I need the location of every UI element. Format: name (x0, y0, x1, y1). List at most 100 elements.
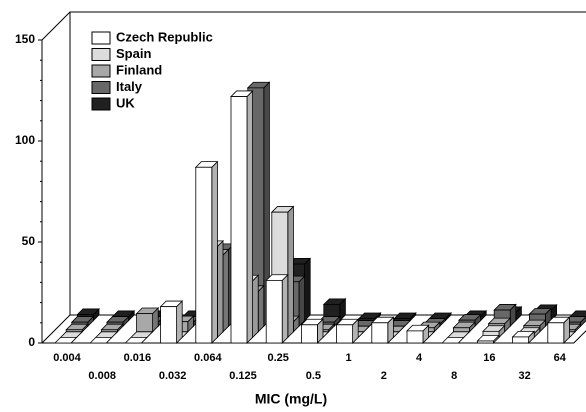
x-tick-label: 0.125 (229, 370, 257, 382)
bar (452, 327, 470, 333)
bar (160, 306, 178, 344)
bar-side-shade (299, 276, 305, 327)
bar-side-shade (475, 314, 481, 327)
legend-swatch (91, 48, 111, 61)
bar-side-shade (258, 285, 264, 332)
bar (230, 96, 248, 344)
y-tick-label: 50 (22, 234, 36, 248)
bar-group (370, 316, 395, 344)
bar-group (159, 300, 184, 344)
legend-label: Finland (116, 62, 162, 77)
bar (195, 166, 213, 344)
bar-top (124, 336, 148, 344)
bar-group (65, 323, 89, 333)
legend-label: Spain (116, 46, 151, 61)
bar (512, 336, 529, 344)
bar-side-shade (469, 322, 475, 332)
x-tick-label: 16 (483, 352, 495, 364)
bar-group (194, 160, 219, 344)
bar-side-shade (480, 310, 487, 321)
legend-swatch (91, 64, 111, 78)
bar-group (135, 307, 160, 333)
x-tick-label: 0.004 (53, 352, 81, 364)
legend-label: Czech Republic (116, 29, 213, 44)
bar-top (441, 336, 465, 344)
bar-side-shade (317, 319, 323, 343)
bar-side-shade (93, 308, 99, 321)
bar (547, 322, 565, 344)
bar-side-shade (563, 317, 570, 343)
x-tick-label: 0.016 (124, 352, 152, 364)
x-tick-label: 4 (416, 352, 423, 364)
bar-side-shade (287, 206, 294, 338)
y-axis-depth (41, 11, 71, 41)
bar-side-shade (211, 161, 218, 343)
bar-group (452, 321, 476, 333)
bar-side-shade (339, 298, 346, 321)
bar-side-shade (504, 318, 511, 332)
x-tick-label: 2 (381, 370, 387, 382)
x-tick-label: 0.25 (267, 352, 288, 364)
bar-side-shade (499, 325, 505, 338)
bar-side-shade (176, 301, 183, 343)
bar-side-shade (528, 331, 535, 343)
y-tick-label: 0 (28, 335, 35, 349)
bar-side-shade (187, 316, 194, 332)
x-tick-label: 0.032 (159, 370, 187, 382)
bar-group (476, 334, 500, 344)
bar-group (482, 324, 506, 339)
legend-swatch (91, 81, 111, 94)
bar-side-shade (352, 319, 359, 343)
bar-side-shade (223, 249, 229, 332)
bar (336, 324, 354, 344)
x-tick-label: 64 (554, 352, 567, 364)
legend-label: Italy (116, 79, 143, 94)
bar-top (89, 336, 113, 344)
bar-group (546, 316, 571, 344)
bar-side-shade (282, 274, 288, 343)
bar-side-shade (247, 90, 253, 344)
bar-side-shade (152, 308, 159, 332)
legend-swatch (91, 97, 111, 111)
x-tick-label: 0.064 (194, 352, 222, 364)
bar-group (100, 323, 124, 333)
bar-group (335, 318, 360, 344)
bar (265, 279, 283, 344)
bar-group (230, 89, 254, 344)
bar-side-shade (387, 317, 394, 343)
bar-group (300, 318, 324, 344)
x-tick-label: 1 (346, 352, 352, 364)
y-tick-label: 100 (15, 133, 35, 147)
bar-group (393, 312, 417, 322)
bar-side-shade (128, 310, 135, 321)
x-tick-label: 32 (518, 370, 530, 382)
bar-side-shade (580, 316, 586, 327)
bar-side-shade (217, 240, 223, 338)
bar-group (124, 336, 148, 344)
bar-side-shade (304, 258, 311, 321)
bar-side-shade (510, 304, 516, 327)
y-tick-label: 150 (15, 32, 35, 46)
bar (300, 324, 318, 344)
legend-swatch (91, 31, 111, 45)
bar-side-shade (87, 316, 94, 327)
bar (136, 313, 154, 333)
bar-side-shade (515, 306, 522, 321)
bar-group (89, 336, 113, 344)
bar-side-shade (263, 82, 270, 327)
bar-group (511, 330, 536, 344)
bar-side-shade (551, 304, 557, 321)
bar-group (54, 336, 78, 344)
legend-label: UK (116, 95, 135, 110)
bar-side-shade (434, 322, 440, 332)
bar-side-shade (334, 316, 340, 327)
x-tick-label: 0.008 (88, 370, 116, 382)
x-axis-title: MIC (mg/L) (255, 391, 327, 407)
bar-group (441, 336, 465, 344)
bar-top (54, 336, 78, 344)
bar-side-shade (123, 316, 129, 327)
bar (371, 322, 389, 344)
bar-side-shade (252, 275, 259, 338)
